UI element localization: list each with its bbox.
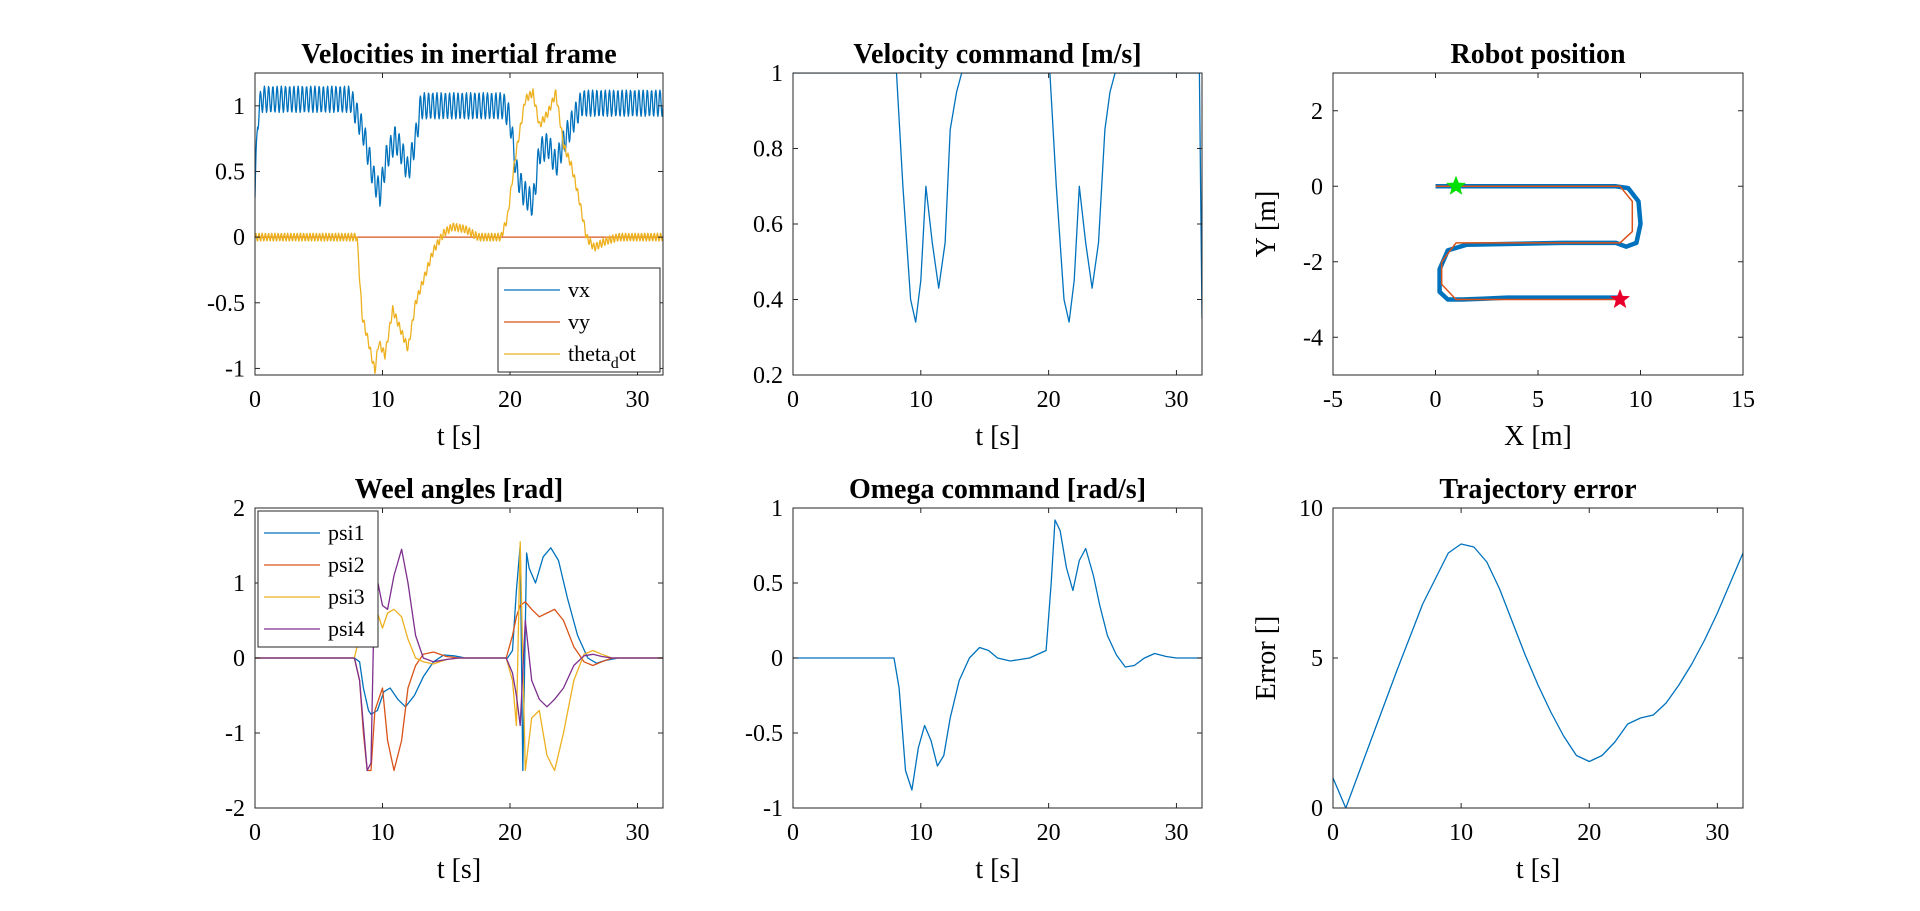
y-tick-label: 2 xyxy=(233,496,245,522)
y-tick-label: -2 xyxy=(225,796,245,822)
y-tick-label: 0.6 xyxy=(753,212,783,238)
x-tick-label: 0 xyxy=(787,820,799,846)
y-tick-label: 0.8 xyxy=(753,137,783,163)
x-tick-label: 30 xyxy=(1164,820,1188,846)
y-tick-label: 10 xyxy=(1299,496,1323,522)
y-tick-label: 0 xyxy=(1311,174,1323,200)
y-tick-label: -1 xyxy=(225,721,245,747)
y-tick-label: -4 xyxy=(1303,325,1323,351)
series-line-theta_dot xyxy=(255,88,663,375)
y-tick-label: 1 xyxy=(233,94,245,120)
y-axis-label: Error [] xyxy=(1251,616,1282,701)
series-line-s2 xyxy=(1435,185,1634,301)
legend: vx vy thetadot xyxy=(497,267,661,373)
x-tick-label: 10 xyxy=(371,387,395,413)
y-tick-label: 0 xyxy=(233,225,245,251)
x-tick-label: 5 xyxy=(1532,387,1544,413)
x-axis-label: t [s] xyxy=(437,421,481,452)
legend-entry-psi4: psi4 xyxy=(328,616,365,641)
y-tick-label: 0.5 xyxy=(753,571,783,597)
series-line-psi4 xyxy=(255,548,663,772)
legend-entry-psi3: psi3 xyxy=(328,584,365,609)
x-tick-label: 0 xyxy=(1430,387,1442,413)
y-tick-label: 1 xyxy=(771,61,783,87)
chart-title: Trajectory error xyxy=(1439,474,1636,505)
x-tick-label: -5 xyxy=(1323,387,1343,413)
y-tick-label: 2 xyxy=(1311,99,1323,125)
x-tick-label: 20 xyxy=(1577,820,1601,846)
x-tick-label: 10 xyxy=(1629,387,1653,413)
legend-entry-vx: vx xyxy=(568,277,590,302)
x-axis-label: t [s] xyxy=(1516,854,1560,885)
x-tick-label: 20 xyxy=(498,820,522,846)
x-axis-label: t [s] xyxy=(975,421,1019,452)
subplot-3: Robot position -5 0 5 10 15 -4 -2 0 2 X [m] Y [m] xyxy=(1251,39,1755,452)
chart-title: Weel angles [rad] xyxy=(355,474,563,505)
end-marker xyxy=(1609,288,1631,309)
x-tick-label: 0 xyxy=(1327,820,1339,846)
y-tick-label: 0.2 xyxy=(753,363,783,389)
legend-entry-psi1: psi1 xyxy=(328,520,365,545)
subplot-5: Omega command [rad/s] 0 10 20 30 -1 -0.5 0 0.5 1 t… xyxy=(745,474,1203,885)
y-tick-label: -1 xyxy=(225,356,245,382)
x-tick-label: 30 xyxy=(626,820,650,846)
series-line-vx xyxy=(255,85,663,216)
x-tick-label: 30 xyxy=(626,387,650,413)
x-tick-label: 20 xyxy=(1037,820,1061,846)
legend-entry-psi2: psi2 xyxy=(328,552,365,577)
series-line-s1 xyxy=(1333,543,1743,808)
x-tick-label: 30 xyxy=(1164,387,1188,413)
subplot-6: Trajectory error 0 10 20 30 0 5 10 t [s] Error [] xyxy=(1251,474,1744,885)
y-tick-label: 0.4 xyxy=(753,288,783,314)
y-tick-label: 1 xyxy=(233,571,245,597)
x-tick-label: 20 xyxy=(498,387,522,413)
chart-title: Robot position xyxy=(1450,39,1625,70)
subplot-2: Velocity command [m/s] 0 10 20 30 0.2 0.4 0.6 0.… xyxy=(753,39,1203,452)
chart-title: Velocities in inertial frame xyxy=(301,39,616,70)
y-tick-label: 0.5 xyxy=(215,159,245,185)
start-marker xyxy=(1445,175,1467,195)
chart-title: Omega command [rad/s] xyxy=(849,474,1146,505)
x-axis-label: t [s] xyxy=(975,854,1019,885)
legend: psi1 psi2 psi3 psi4 xyxy=(257,510,379,648)
y-tick-label: 0 xyxy=(233,646,245,672)
x-axis-label: t [s] xyxy=(437,854,481,885)
axes-box xyxy=(1332,72,1744,376)
x-tick-label: 0 xyxy=(249,387,261,413)
x-tick-label: 30 xyxy=(1705,820,1729,846)
axes-box xyxy=(792,72,1203,376)
x-tick-label: 0 xyxy=(249,820,261,846)
y-tick-label: -1 xyxy=(763,796,783,822)
series-line-s1 xyxy=(793,73,1202,323)
x-tick-label: 0 xyxy=(787,387,799,413)
y-tick-label: -0.5 xyxy=(745,721,783,747)
series-line-s1 xyxy=(793,519,1202,791)
y-tick-label: 5 xyxy=(1311,646,1323,672)
x-tick-label: 10 xyxy=(909,387,933,413)
x-tick-label: 10 xyxy=(371,820,395,846)
subplot-4: Weel angles [rad] 0 10 20 30 -2 -1 0 1 2 t [s] psi1… xyxy=(225,474,664,885)
y-axis-label: Y [m] xyxy=(1251,191,1282,258)
x-tick-label: 10 xyxy=(1449,820,1473,846)
x-axis-label: X [m] xyxy=(1504,421,1572,452)
axes-box xyxy=(254,72,664,376)
x-tick-label: 10 xyxy=(909,820,933,846)
y-tick-label: 0 xyxy=(1311,796,1323,822)
x-tick-label: 20 xyxy=(1037,387,1061,413)
x-tick-label: 15 xyxy=(1731,387,1755,413)
y-tick-label: -2 xyxy=(1303,250,1323,276)
axes-box xyxy=(1332,507,1744,809)
y-tick-label: 0 xyxy=(771,646,783,672)
y-tick-label: 1 xyxy=(771,496,783,522)
legend-entry-vy: vy xyxy=(568,309,590,334)
chart-title: Velocity command [m/s] xyxy=(853,39,1141,70)
legend-entry-theta_dot: thetadot xyxy=(568,341,636,372)
y-tick-label: -0.5 xyxy=(207,291,245,317)
